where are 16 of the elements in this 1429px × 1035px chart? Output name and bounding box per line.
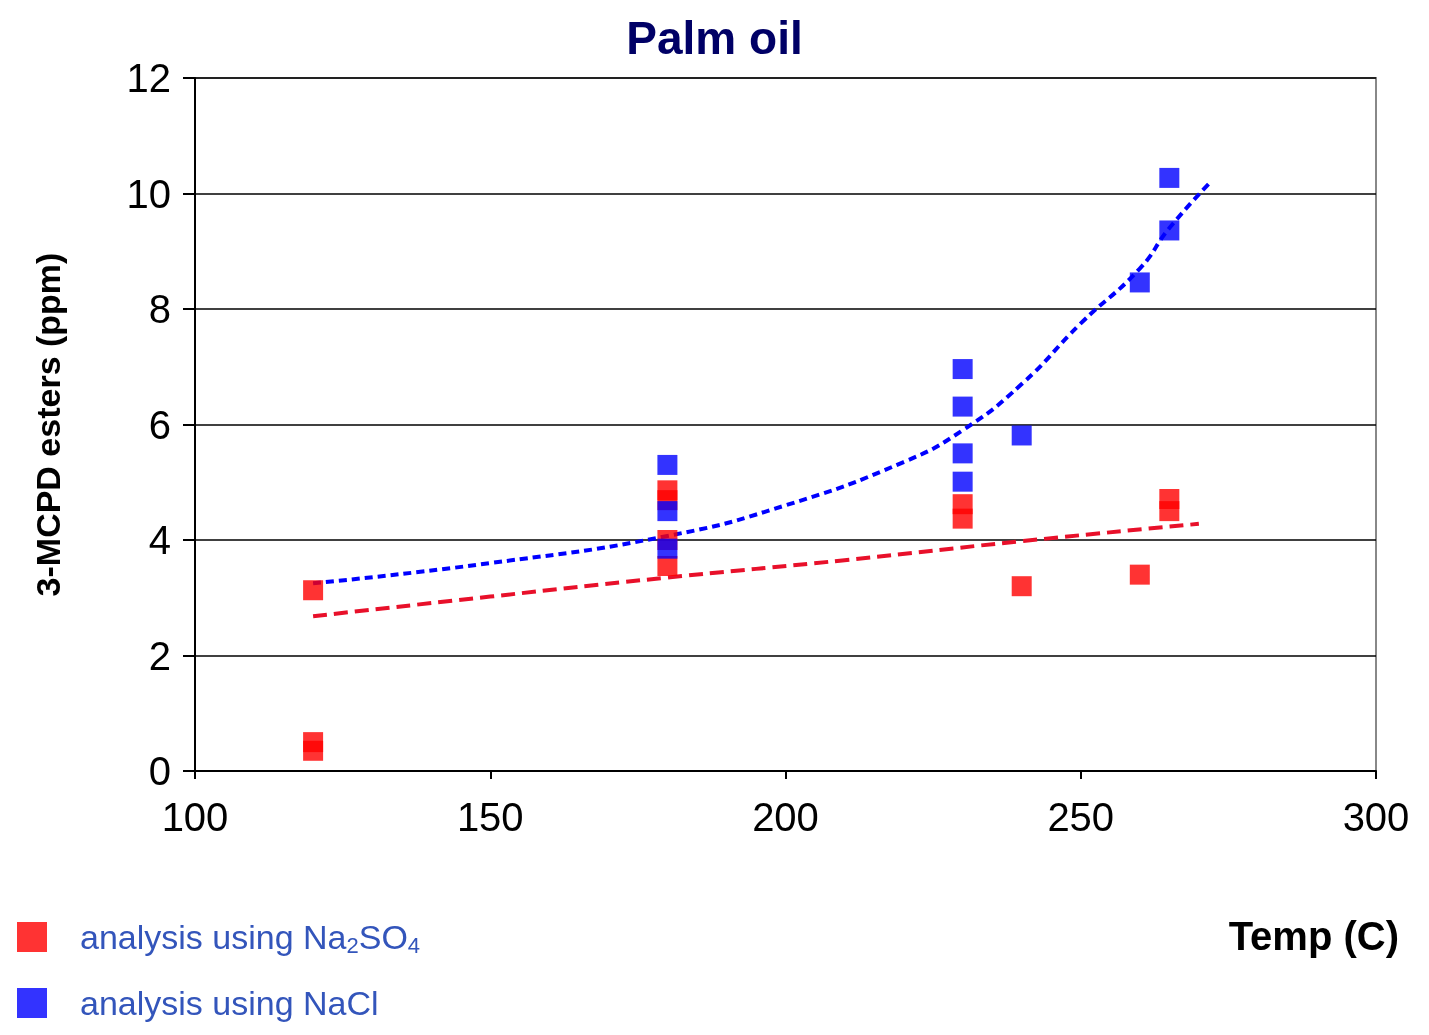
x-axis-title: Temp (C): [1228, 914, 1400, 958]
x-tick-label: 200: [752, 795, 819, 839]
x-tick-label: 100: [161, 795, 229, 839]
chart-title: Palm oil: [626, 12, 803, 64]
y-axis-title: 3-MCPD esters (ppm): [29, 252, 67, 597]
y-tick-label: 2: [148, 633, 171, 678]
y-tick-label: 0: [148, 749, 171, 793]
x-tick-label: 300: [1342, 795, 1410, 839]
y-tick-label: 8: [148, 287, 171, 331]
x-tick-label: 150: [456, 795, 524, 839]
x-tick-label: 250: [1047, 795, 1115, 839]
y-tick-label: 12: [126, 56, 171, 100]
y-tick-label: 4: [148, 518, 171, 562]
legend-label: analysis using NaCl: [80, 984, 379, 1022]
y-tick-label: 6: [148, 402, 171, 447]
y-tick-label: 10: [126, 171, 171, 216]
